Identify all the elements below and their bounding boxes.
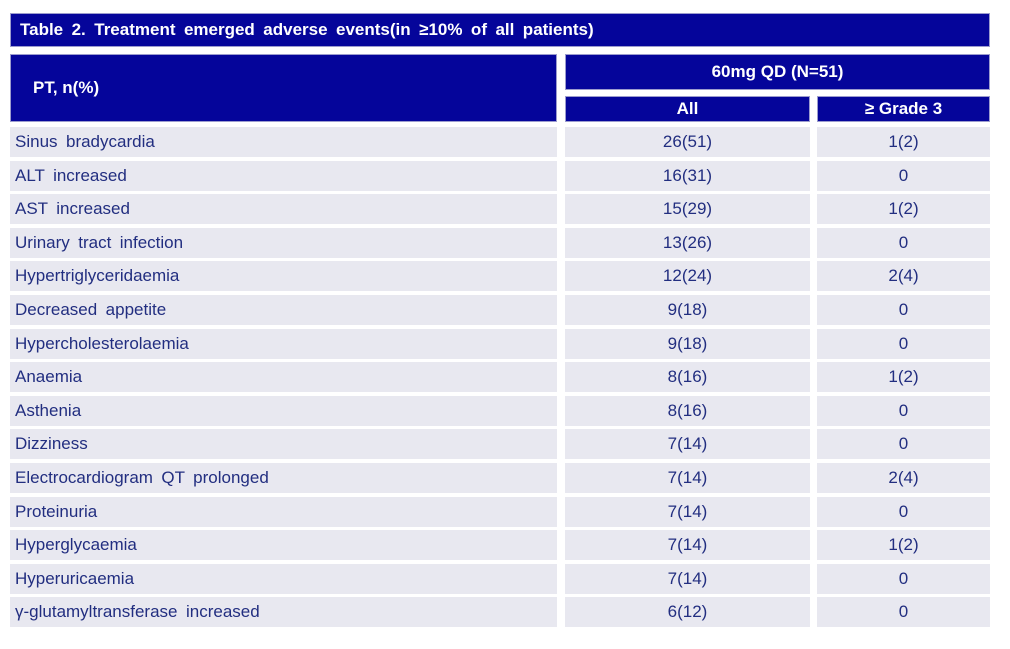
table-row: Hyperglycaemia 7(14) 1(2) [10, 530, 990, 561]
table-row: Urinary tract infection 13(26) 0 [10, 227, 990, 258]
table-row: Anaemia 8(16) 1(2) [10, 362, 990, 393]
cell-all-value: 12(24) [565, 261, 810, 292]
cell-pt-label: Hypercholesterolaemia [10, 328, 557, 359]
cell-grade3-value: 1(2) [817, 362, 990, 393]
sub-header-row: All ≥ Grade 3 [565, 96, 990, 122]
cell-grade3-value: 0 [817, 429, 990, 460]
cell-grade3-value: 1(2) [817, 194, 990, 225]
cell-all-value: 7(14) [565, 462, 810, 493]
cell-grade3-value: 0 [817, 294, 990, 325]
table-row: Dizziness 7(14) 0 [10, 429, 990, 460]
cell-grade3-value: 0 [817, 160, 990, 191]
table-row: Proteinuria 7(14) 0 [10, 496, 990, 527]
cell-all-value: 9(18) [565, 328, 810, 359]
cell-grade3-value: 0 [817, 227, 990, 258]
cell-grade3-value: 0 [817, 496, 990, 527]
table-row: ALT increased 16(31) 0 [10, 160, 990, 191]
column-group-header-dose-label: 60mg QD (N=51) [711, 62, 844, 81]
table-row: Electrocardiogram QT prolonged 7(14) 2(4… [10, 462, 990, 493]
cell-all-value: 8(16) [565, 362, 810, 393]
cell-pt-label: Hyperuricaemia [10, 563, 557, 594]
cell-all-value: 13(26) [565, 227, 810, 258]
table-row: AST increased 15(29) 1(2) [10, 194, 990, 225]
cell-pt-label: ALT increased [10, 160, 557, 191]
cell-pt-label: γ-glutamyltransferase increased [10, 597, 557, 628]
dose-group-header-block: 60mg QD (N=51) All ≥ Grade 3 [565, 54, 990, 122]
cell-pt-label: Decreased appetite [10, 294, 557, 325]
cell-pt-label: Proteinuria [10, 496, 557, 527]
cell-all-value: 9(18) [565, 294, 810, 325]
table-row: Decreased appetite 9(18) 0 [10, 294, 990, 325]
column-header-grade3-label: ≥ Grade 3 [864, 99, 943, 118]
cell-grade3-value: 0 [817, 597, 990, 628]
column-header-pt: PT, n(%) [10, 54, 557, 122]
cell-all-value: 7(14) [565, 563, 810, 594]
cell-grade3-value: 0 [817, 563, 990, 594]
cell-grade3-value: 0 [817, 328, 990, 359]
cell-pt-label: Asthenia [10, 395, 557, 426]
cell-pt-label: Sinus bradycardia [10, 127, 557, 157]
cell-pt-label: Electrocardiogram QT prolonged [10, 462, 557, 493]
cell-pt-label: Anaemia [10, 362, 557, 393]
cell-all-value: 8(16) [565, 395, 810, 426]
cell-grade3-value: 2(4) [817, 261, 990, 292]
cell-all-value: 7(14) [565, 530, 810, 561]
cell-all-value: 26(51) [565, 127, 810, 157]
cell-all-value: 6(12) [565, 597, 810, 628]
table-title: Table 2. Treatment emerged adverse event… [20, 20, 594, 39]
cell-pt-label: Hyperglycaemia [10, 530, 557, 561]
table-body: Sinus bradycardia 26(51) 1(2) ALT increa… [10, 127, 990, 628]
table-title-bar: Table 2. Treatment emerged adverse event… [10, 13, 990, 47]
cell-pt-label: AST increased [10, 194, 557, 225]
column-header-all: All [565, 96, 810, 122]
column-group-header-dose: 60mg QD (N=51) [565, 54, 990, 90]
cell-grade3-value: 1(2) [817, 530, 990, 561]
cell-grade3-value: 0 [817, 395, 990, 426]
table-row: Sinus bradycardia 26(51) 1(2) [10, 127, 990, 157]
cell-grade3-value: 1(2) [817, 127, 990, 157]
cell-grade3-value: 2(4) [817, 462, 990, 493]
column-header-pt-label: PT, n(%) [33, 78, 100, 97]
cell-pt-label: Dizziness [10, 429, 557, 460]
table-header: PT, n(%) 60mg QD (N=51) All ≥ Grade 3 [10, 54, 990, 122]
cell-all-value: 16(31) [565, 160, 810, 191]
table-row: Hypertriglyceridaemia 12(24) 2(4) [10, 261, 990, 292]
cell-pt-label: Hypertriglyceridaemia [10, 261, 557, 292]
table-row: γ-glutamyltransferase increased 6(12) 0 [10, 597, 990, 628]
cell-all-value: 7(14) [565, 496, 810, 527]
table-row: Hypercholesterolaemia 9(18) 0 [10, 328, 990, 359]
column-header-grade3: ≥ Grade 3 [817, 96, 990, 122]
table-row: Asthenia 8(16) 0 [10, 395, 990, 426]
cell-pt-label: Urinary tract infection [10, 227, 557, 258]
cell-all-value: 7(14) [565, 429, 810, 460]
adverse-events-table: Table 2. Treatment emerged adverse event… [10, 13, 990, 631]
cell-all-value: 15(29) [565, 194, 810, 225]
column-header-all-label: All [676, 99, 699, 118]
table-row: Hyperuricaemia 7(14) 0 [10, 563, 990, 594]
